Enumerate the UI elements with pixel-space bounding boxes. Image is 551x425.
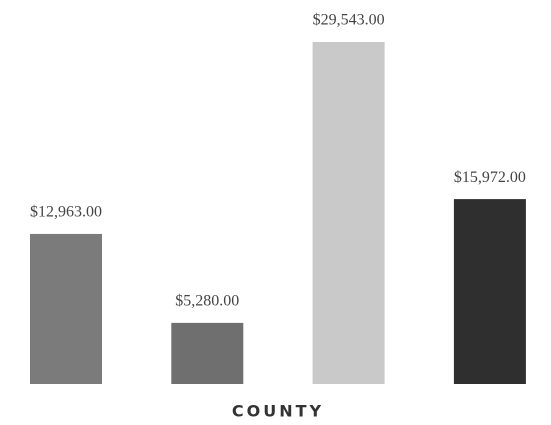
value-label: $5,280.00 [175, 293, 239, 310]
bar [453, 199, 526, 384]
value-label: $12,963.00 [30, 204, 102, 221]
bar [312, 42, 385, 384]
value-label: $15,972.00 [454, 169, 526, 186]
bar [171, 322, 244, 384]
x-axis-label: COUNTY [232, 402, 324, 421]
value-label: $29,543.00 [313, 12, 385, 29]
bar [30, 233, 102, 384]
